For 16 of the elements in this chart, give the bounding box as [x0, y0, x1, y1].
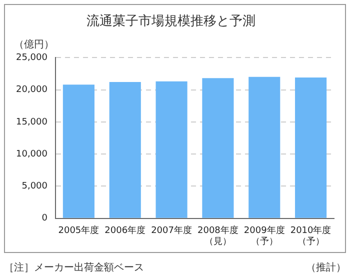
x-tick-label: 2005年度: [58, 225, 100, 236]
y-tick-label: 15,000: [16, 117, 48, 128]
text: ［注］メーカー出荷金額ベース: [4, 262, 144, 274]
y-tick-label: 5,000: [22, 182, 48, 192]
chart-title: 流通菓子市場規模推移と予測: [86, 13, 256, 30]
y-tick-label: 0: [42, 214, 48, 224]
y-tick-label: 25,000: [16, 52, 48, 63]
x-tick-label: 2006年度: [104, 225, 146, 236]
y-axis-title: （億円）: [14, 38, 54, 51]
y-tick-label: 20,000: [16, 85, 48, 96]
x-tick-label: 2007年度: [151, 225, 192, 236]
x-tick-label: 2009年度（予）: [244, 225, 285, 247]
y-tick-label: 10,000: [16, 149, 48, 160]
x-tick-label: 2008年度（見）: [198, 225, 238, 247]
x-tick-label: 2010年度（予）: [290, 225, 332, 247]
text: （推計）: [306, 262, 346, 274]
